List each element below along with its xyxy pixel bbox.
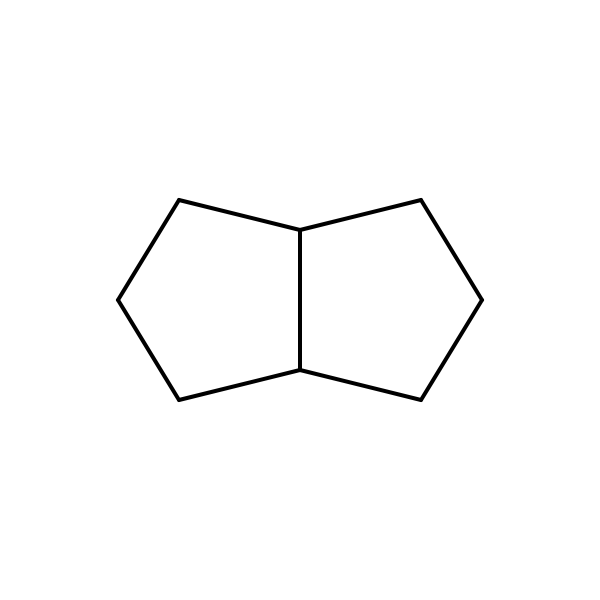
chemical-structure-svg — [0, 0, 600, 600]
diagram-canvas — [0, 0, 600, 600]
